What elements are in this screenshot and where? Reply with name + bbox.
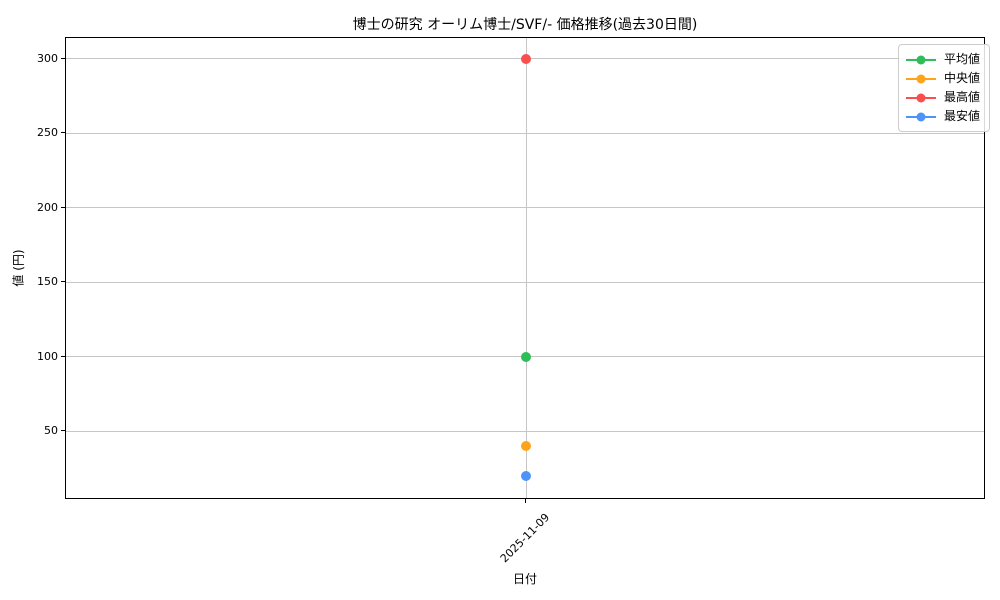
y-gridline (66, 430, 984, 432)
legend-label: 中央値 (943, 71, 980, 85)
legend-line (905, 112, 936, 121)
legend-item: 平均値 (905, 50, 980, 69)
x-tick-label: 2025-11-09 (497, 510, 553, 566)
y-tick-label: 50 (44, 424, 58, 438)
x-tick-mark (525, 499, 526, 503)
y-tick-mark (61, 281, 65, 283)
x-axis-label: 日付 (512, 572, 538, 586)
y-tick-label: 100 (37, 349, 58, 363)
legend-marker-icon (916, 112, 926, 121)
y-tick-mark (61, 355, 65, 357)
y-gridline (66, 207, 984, 209)
legend-item: 最安値 (905, 107, 980, 126)
y-tick-label: 150 (37, 275, 58, 289)
y-tick-mark (61, 206, 65, 208)
legend-label: 最高値 (943, 90, 980, 104)
y-gridline (66, 132, 984, 134)
y-gridline (66, 281, 984, 283)
data-point (521, 471, 531, 482)
legend-marker-icon (916, 55, 926, 64)
y-tick-label: 300 (37, 51, 58, 65)
legend-line (905, 55, 936, 64)
legend-line (905, 93, 936, 102)
data-point (521, 53, 531, 64)
data-point (521, 441, 531, 452)
y-tick-mark (61, 430, 65, 432)
legend-item: 最高値 (905, 88, 980, 107)
legend-label: 最安値 (943, 109, 980, 123)
legend-marker-icon (916, 93, 926, 102)
legend-line (905, 74, 936, 83)
y-tick-mark (61, 57, 65, 59)
legend: 平均値中央値最高値最安値 (897, 44, 990, 132)
data-point (521, 351, 531, 362)
y-tick-label: 200 (37, 200, 58, 214)
legend-label: 平均値 (943, 52, 980, 66)
plot-area (65, 37, 985, 499)
legend-item: 中央値 (905, 69, 980, 88)
legend-marker-icon (916, 74, 926, 83)
y-tick-mark (61, 132, 65, 134)
chart-title: 博士の研究 オーリム博士/SVF/- 価格推移(過去30日間) (352, 17, 698, 33)
x-gridline (525, 38, 527, 498)
y-tick-label: 250 (37, 126, 58, 140)
